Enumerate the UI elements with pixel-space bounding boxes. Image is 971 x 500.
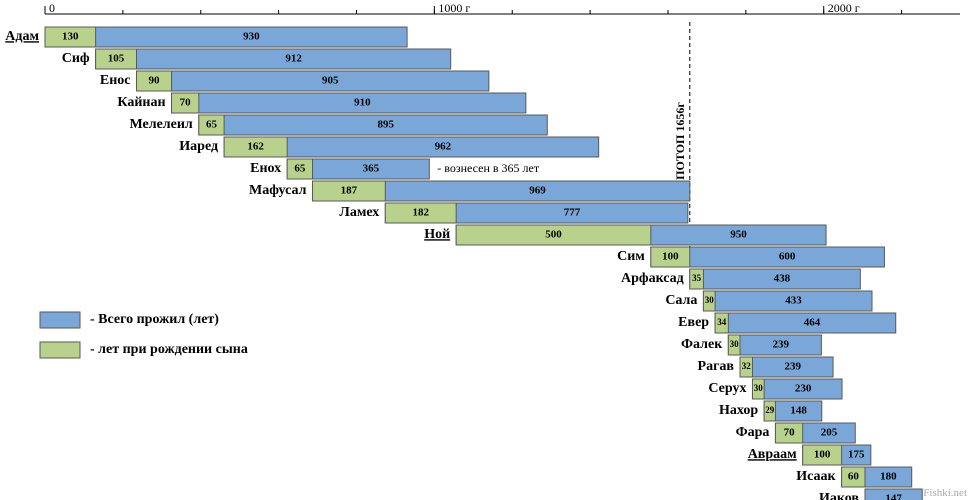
lifespan-value: 239 [785, 361, 802, 373]
axis-tick-label: 1000 г [438, 1, 470, 15]
lifespan-value: 600 [779, 251, 796, 263]
genealogy-timeline-chart: 0 1000 г 2000 г ПОТОП 1656г 130 930 Адам 105 912… [0, 0, 971, 500]
age-at-son-value: 30 [730, 339, 740, 349]
lifespan-bar [172, 93, 526, 113]
person-name: Сала [665, 293, 697, 308]
age-at-son-value: 65 [206, 119, 218, 131]
person-name: Фара [736, 425, 770, 440]
age-at-son-value: 30 [705, 295, 715, 305]
person-name: Авраам [748, 447, 797, 462]
legend-label-total: - Всего прожил (лет) [90, 312, 219, 327]
age-at-son-value: 100 [662, 251, 679, 263]
person-name: Иаред [179, 139, 218, 154]
lifespan-value: 910 [354, 97, 371, 109]
enoch-annotation: - вознесен в 365 лет [437, 161, 540, 175]
age-at-son-value: 100 [814, 449, 831, 461]
lifespan-value: 895 [377, 119, 394, 131]
lifespan-value: 777 [564, 207, 581, 219]
person-name: Сиф [62, 51, 90, 66]
person-name: Ламех [339, 205, 379, 220]
lifespan-bar [199, 115, 547, 135]
person-name: Енох [250, 161, 281, 176]
person-name: Ной [424, 227, 450, 242]
person-name: Адам [5, 29, 39, 44]
age-at-son-value: 30 [754, 383, 764, 393]
person-name: Серух [708, 381, 746, 396]
lifespan-value: 930 [243, 31, 260, 43]
age-at-son-value: 34 [717, 317, 727, 327]
age-at-son-value: 29 [765, 405, 775, 415]
age-at-son-value: 60 [848, 471, 860, 483]
age-at-son-value: 105 [108, 53, 125, 65]
lifespan-value: 148 [790, 405, 807, 417]
person-name: Мелелеил [129, 117, 192, 132]
lifespan-value: 912 [285, 53, 302, 65]
person-name: Исаак [796, 469, 836, 484]
axis-tick-label: 2000 г [828, 1, 860, 15]
person-name: Иаков [819, 491, 859, 500]
watermark: Fishki.net [923, 487, 967, 499]
lifespan-value: 239 [772, 339, 789, 351]
axis-tick-label: 0 [49, 1, 55, 15]
person-name: Енос [100, 73, 131, 88]
person-name: Мафусал [249, 183, 307, 198]
person-name: Кайнан [117, 95, 165, 110]
lifespan-value: 230 [795, 383, 812, 395]
person-name: Сим [617, 249, 645, 264]
age-at-son-value: 90 [149, 75, 161, 87]
lifespan-value: 365 [363, 163, 380, 175]
lifespan-value: 969 [529, 185, 546, 197]
age-at-son-value: 35 [692, 273, 702, 283]
lifespan-value: 464 [804, 317, 821, 329]
lifespan-value: 905 [322, 75, 339, 87]
lifespan-bar [137, 71, 489, 91]
lifespan-value: 962 [435, 141, 452, 153]
lifespan-value: 433 [785, 295, 802, 307]
person-name: Фалек [681, 337, 723, 352]
age-at-son-value: 162 [247, 141, 264, 153]
age-at-son-value: 130 [62, 31, 79, 43]
person-name: Арфаксад [621, 271, 684, 286]
lifespan-value: 205 [821, 427, 838, 439]
lifespan-value: 950 [730, 229, 747, 241]
lifespan-value: 175 [848, 449, 865, 461]
person-name: Рагав [698, 359, 735, 374]
age-at-son-value: 187 [341, 185, 358, 197]
lifespan-bar [45, 27, 407, 47]
flood-label: ПОТОП 1656г [673, 102, 687, 180]
age-at-son-value: 500 [545, 229, 562, 241]
age-at-son-value: 65 [294, 163, 306, 175]
legend-swatch-son [40, 342, 80, 358]
lifespan-bar [96, 49, 451, 69]
legend-swatch-total [40, 312, 80, 328]
age-at-son-value: 182 [412, 207, 429, 219]
lifespan-value: 438 [774, 273, 791, 285]
person-name: Евер [678, 315, 709, 330]
person-name: Нахор [719, 403, 758, 418]
age-at-son-value: 70 [784, 427, 796, 439]
age-at-son-value: 70 [180, 97, 192, 109]
age-at-son-value: 32 [742, 361, 752, 371]
lifespan-value: 180 [880, 471, 897, 483]
legend-label-son: - лет при рождении сына [90, 342, 248, 357]
lifespan-value: 147 [885, 493, 902, 500]
